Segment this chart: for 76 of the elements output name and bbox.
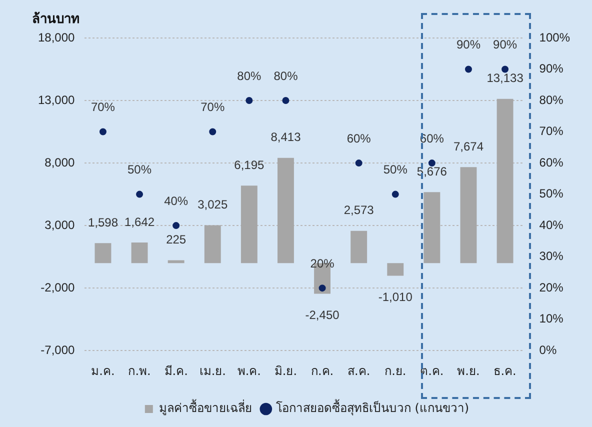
y-tick-label: -7,000 bbox=[40, 342, 76, 357]
y2-tick-label: 70% bbox=[539, 124, 564, 138]
point bbox=[246, 97, 253, 104]
data-label: 6,195 bbox=[234, 158, 265, 172]
data-label: 20% bbox=[310, 256, 335, 270]
y2-tick-label: 10% bbox=[539, 312, 564, 326]
bar bbox=[387, 263, 404, 276]
point bbox=[209, 128, 216, 136]
point bbox=[355, 160, 362, 167]
y-axis-title: ล้านบาท bbox=[32, 10, 80, 27]
x-tick-label: ก.พ. bbox=[128, 364, 151, 378]
legend-label: โอกาสยอดซื้อสุทธิเป็นบวก (แกนขวา) bbox=[276, 399, 470, 416]
legend-label: มูลค่าซื้อขายเฉลี่ย bbox=[158, 399, 252, 416]
data-label: 50% bbox=[128, 162, 152, 177]
data-label: -2,450 bbox=[305, 308, 340, 322]
y2-tick-label: 90% bbox=[539, 62, 564, 76]
point bbox=[428, 160, 436, 167]
y2-tick-label: 20% bbox=[539, 280, 564, 294]
data-label: 50% bbox=[383, 162, 408, 177]
data-label: 40% bbox=[164, 194, 188, 208]
point bbox=[282, 97, 290, 104]
x-tick-label: ธ.ค. bbox=[494, 364, 516, 378]
x-tick-label: ม.ค. bbox=[91, 364, 115, 378]
bar bbox=[424, 192, 440, 264]
point bbox=[172, 222, 180, 230]
x-tick-label: ส.ค. bbox=[348, 364, 370, 378]
bar bbox=[278, 158, 294, 264]
bar bbox=[204, 225, 221, 264]
bar bbox=[240, 186, 258, 264]
data-label: 80% bbox=[274, 68, 298, 83]
y-tick-label: 3,000 bbox=[44, 218, 76, 232]
x-tick-label: มิ.ย. bbox=[274, 364, 298, 378]
y2-tick-label: 50% bbox=[539, 186, 564, 201]
y2-tick-label: 0% bbox=[539, 342, 557, 357]
data-label: 1,598 bbox=[88, 215, 118, 230]
bar bbox=[496, 98, 514, 264]
point bbox=[464, 66, 472, 73]
bar bbox=[350, 230, 368, 264]
x-tick-label: ก.ค. bbox=[310, 364, 334, 378]
y2-tick-label: 80% bbox=[539, 92, 564, 107]
data-label: 90% bbox=[456, 38, 481, 52]
data-label: 225 bbox=[166, 232, 186, 247]
data-label: 60% bbox=[346, 131, 372, 146]
point bbox=[99, 128, 106, 136]
x-tick-label: ก.ย. bbox=[384, 364, 406, 378]
y-tick-label: 8,000 bbox=[44, 155, 76, 170]
point bbox=[502, 66, 509, 73]
data-label: 1,642 bbox=[124, 214, 155, 229]
point bbox=[318, 284, 326, 292]
data-label: 3,025 bbox=[198, 198, 228, 212]
y-tick-label: -2,000 bbox=[40, 280, 76, 294]
data-label: 8,413 bbox=[270, 130, 302, 144]
bar bbox=[131, 242, 148, 264]
y2-tick-label: 100% bbox=[539, 30, 570, 44]
x-tick-label: พ.ค. bbox=[237, 364, 261, 378]
point bbox=[136, 190, 144, 198]
bar bbox=[94, 243, 112, 264]
x-tick-label: เม.ย. bbox=[199, 364, 226, 378]
data-label: 5,676 bbox=[416, 164, 448, 178]
bar bbox=[460, 167, 477, 264]
x-tick-label: พ.ย. bbox=[457, 364, 480, 378]
data-label: 7,674 bbox=[453, 139, 484, 154]
x-tick-label: มี.ค. bbox=[164, 364, 188, 378]
y-tick-label: 13,000 bbox=[38, 92, 76, 107]
data-label: 13,133 bbox=[486, 71, 524, 86]
data-label: 90% bbox=[493, 38, 518, 52]
y2-tick-label: 40% bbox=[539, 218, 564, 232]
data-label: -1,010 bbox=[378, 290, 413, 304]
data-label: 70% bbox=[200, 100, 225, 114]
data-label: 70% bbox=[90, 100, 116, 114]
data-label: 2,573 bbox=[344, 203, 374, 218]
y2-tick-label: 30% bbox=[539, 249, 564, 264]
point bbox=[392, 190, 399, 198]
y2-tick-label: 60% bbox=[539, 155, 564, 170]
data-label: 80% bbox=[237, 68, 262, 83]
y-tick-label: 18,000 bbox=[38, 30, 76, 44]
